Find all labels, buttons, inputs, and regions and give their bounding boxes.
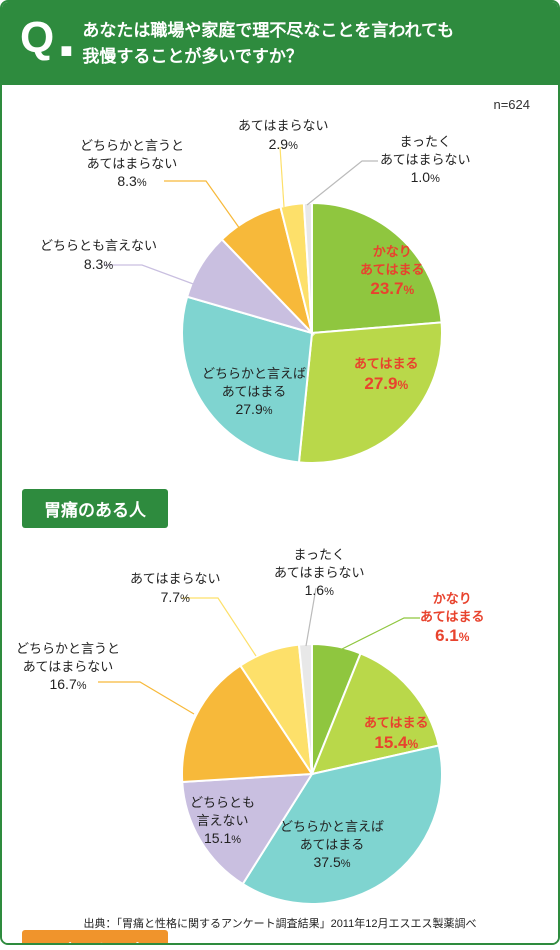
slice-label: どちらとも言えない15.1% <box>190 794 255 848</box>
slice-label: かなりあてはまる6.1% <box>420 590 484 648</box>
q-dot: ■ <box>60 40 72 63</box>
leader-line <box>280 147 284 207</box>
source-citation: 出典：「胃痛と性格に関するアンケート調査結果」2011年12月エスエス製薬調べ <box>2 915 558 931</box>
leader-line <box>307 161 378 205</box>
badge-stomachache: 胃痛のある人 <box>22 489 168 528</box>
slice-label: あてはまらない7.7% <box>130 570 220 606</box>
slice-label: あてはまらない2.9% <box>238 117 328 153</box>
badge-no-stomachache: 胃痛のない人 <box>22 930 168 945</box>
slice-label: まったくあてはまらない1.6% <box>274 546 364 600</box>
pie-chart-stomachache: かなりあてはまる23.7% あてはまる27.9% どちらかと言えばあてはまる27.9… <box>22 105 538 485</box>
pie-chart-no-stomachache: かなりあてはまる6.1% あてはまる15.4% どちらかと言えばあてはまる37.5%… <box>22 546 538 926</box>
survey-card: Q ■ あなたは職場や家庭で理不尽なことを言われても 我慢することが多いですか？… <box>0 0 560 945</box>
question-header: Q ■ あなたは職場や家庭で理不尽なことを言われても 我慢することが多いですか？ <box>2 2 558 85</box>
leader-line <box>182 598 256 656</box>
slice-label: まったくあてはまらない1.0% <box>380 133 470 187</box>
slice-label: あてはまる15.4% <box>364 714 428 754</box>
slice-label: かなりあてはまる23.7% <box>360 243 424 301</box>
q-mark: Q <box>20 16 54 60</box>
slice-label: どちらとも言えない8.3% <box>40 237 157 273</box>
content-area: n=624 かなりあてはまる23.7%あてはまる27.9%どちらかと言えばあては… <box>2 85 558 943</box>
slice-label: どちらかと言えばあてはまる27.9% <box>202 365 306 419</box>
slice-label: あてはまる27.9% <box>354 355 418 395</box>
slice-label: どちらかと言うとあてはまらない16.7% <box>16 640 120 694</box>
question-text: あなたは職場や家庭で理不尽なことを言われても 我慢することが多いですか？ <box>82 16 454 69</box>
slice-label: どちらかと言うとあてはまらない8.3% <box>80 137 184 191</box>
slice-label: どちらかと言えばあてはまる37.5% <box>280 818 384 872</box>
leader-line <box>340 618 420 650</box>
